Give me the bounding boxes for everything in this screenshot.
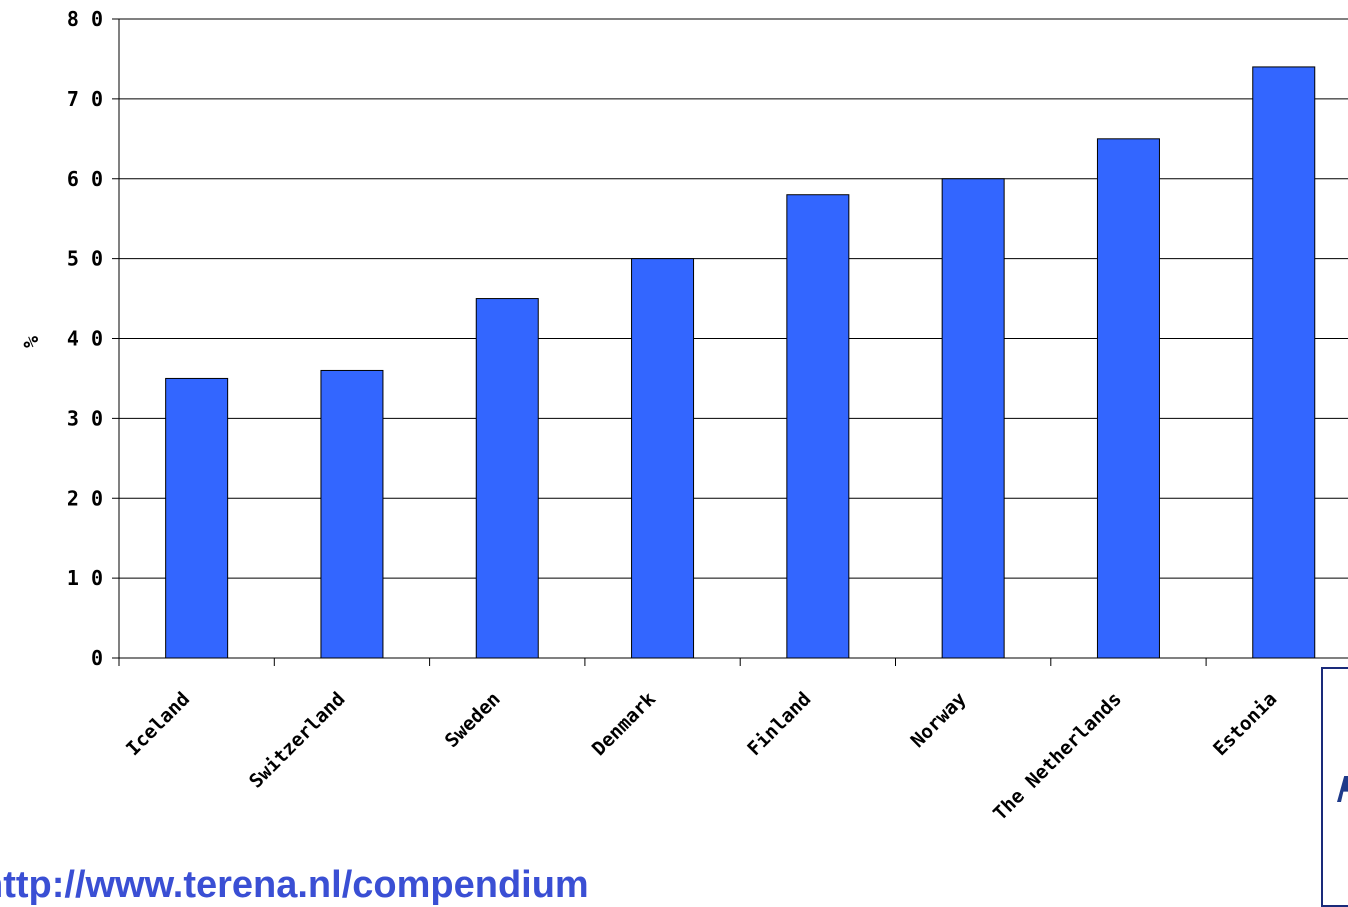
category-label-finland: Finland bbox=[743, 688, 815, 760]
bar-estonia bbox=[1252, 66, 1316, 659]
bar-finland bbox=[786, 194, 850, 659]
category-labels: Iceland Switzerland Sweden Denmark Finland No… bbox=[122, 688, 1281, 825]
category-label-sweden: Sweden bbox=[441, 688, 505, 752]
y-axis-label: % bbox=[19, 336, 43, 348]
bar-the-netherlands bbox=[1096, 138, 1160, 659]
bar-sweden bbox=[475, 298, 539, 659]
logo bbox=[1321, 667, 1348, 907]
gridlines bbox=[119, 18, 1348, 579]
bar-iceland bbox=[165, 377, 229, 659]
y-tick-label: 5 0 bbox=[67, 247, 103, 271]
logo-mark-icon bbox=[1337, 776, 1348, 802]
y-tick-label: 4 0 bbox=[67, 327, 103, 351]
source-url-link[interactable]: http://www.terena.nl/compendium bbox=[0, 864, 589, 906]
y-tick-label: 2 0 bbox=[67, 486, 103, 510]
bars bbox=[165, 66, 1316, 659]
bar-denmark bbox=[631, 258, 695, 659]
y-tick-label: 7 0 bbox=[67, 87, 103, 111]
y-tick-label: 3 0 bbox=[67, 406, 103, 430]
category-label-denmark: Denmark bbox=[588, 688, 661, 761]
y-tick-label: 0 bbox=[91, 646, 103, 670]
category-label-norway: Norway bbox=[907, 688, 971, 752]
category-label-iceland: Iceland bbox=[122, 688, 194, 760]
y-tick-label: 1 0 bbox=[67, 566, 103, 590]
y-tick-labels: 0 1 0 2 0 3 0 4 0 5 0 6 0 7 0 8 0 bbox=[67, 7, 103, 670]
category-label-switzerland: Switzerland bbox=[245, 688, 350, 793]
category-label-estonia: Estonia bbox=[1209, 688, 1281, 760]
bar-norway bbox=[941, 178, 1005, 659]
axes bbox=[112, 18, 1348, 666]
category-label-the-netherlands: The Netherlands bbox=[989, 688, 1126, 825]
y-tick-label: 6 0 bbox=[67, 167, 103, 191]
bar-switzerland bbox=[320, 369, 384, 659]
y-tick-label: 8 0 bbox=[67, 7, 103, 31]
